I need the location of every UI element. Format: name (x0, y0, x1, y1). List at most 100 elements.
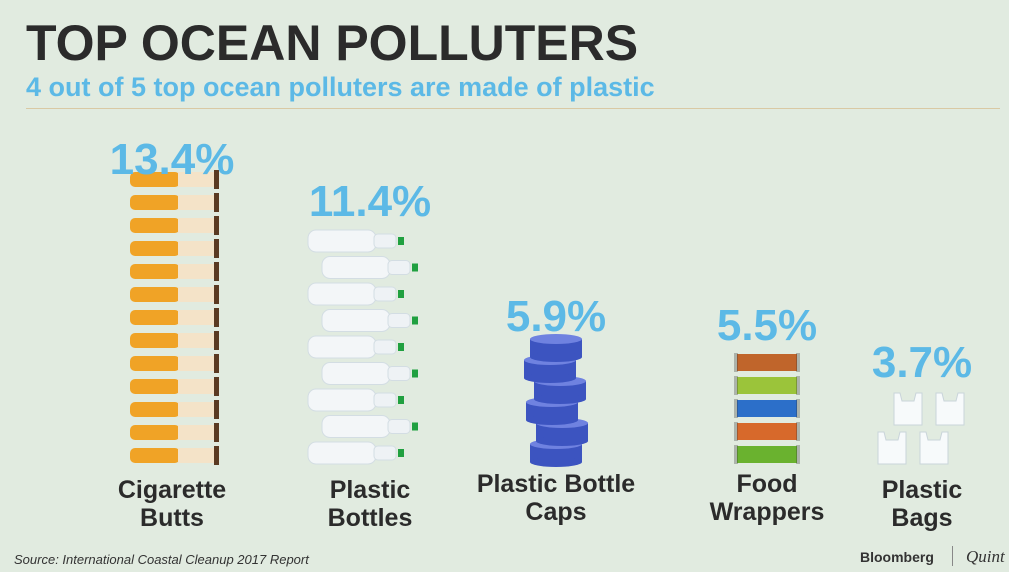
icon (307, 229, 377, 253)
icon (130, 402, 180, 417)
icon (734, 399, 738, 418)
icon (130, 218, 180, 233)
icon (534, 381, 586, 399)
icon (130, 172, 180, 187)
icon (796, 399, 800, 418)
icon (130, 379, 180, 394)
icon (530, 444, 582, 462)
icon (214, 423, 219, 442)
icon (737, 400, 797, 417)
icon (530, 352, 582, 362)
title: TOP OCEAN POLLUTERS (26, 15, 639, 71)
icon (178, 287, 214, 302)
icon (307, 335, 377, 359)
icon (214, 354, 219, 373)
icon (178, 264, 214, 279)
value-label: 13.4% (109, 134, 235, 184)
icon (373, 339, 397, 355)
icon (530, 457, 582, 467)
icon (398, 449, 404, 457)
icon (178, 356, 214, 371)
icon (321, 309, 391, 332)
icon-stack (734, 353, 800, 464)
icon (412, 369, 418, 378)
icon-stack (877, 392, 965, 465)
icon (130, 287, 180, 302)
icon (130, 425, 180, 440)
icon (130, 264, 180, 279)
value-label: 5.9% (505, 292, 607, 342)
icon (178, 218, 214, 233)
icon (321, 256, 391, 279)
icon (734, 445, 738, 464)
icon (214, 193, 219, 212)
icon (398, 396, 404, 404)
icon (178, 241, 214, 256)
icon (734, 422, 738, 441)
value-label: 11.4% (308, 176, 432, 226)
icon (321, 362, 391, 385)
icon (526, 415, 578, 425)
icon (398, 237, 404, 245)
icon (398, 290, 404, 298)
icon (214, 331, 219, 350)
icon (893, 392, 923, 426)
value-label: 5.5% (716, 300, 818, 350)
icon (214, 308, 219, 327)
icon (307, 441, 377, 465)
icon (178, 379, 214, 394)
icon (737, 354, 797, 371)
icon (130, 241, 180, 256)
icon (935, 392, 965, 426)
icon (796, 422, 800, 441)
icon (307, 282, 377, 306)
icon (178, 333, 214, 348)
brand-separator (952, 546, 953, 566)
icon (214, 170, 219, 189)
divider (26, 108, 1000, 109)
icon (530, 339, 582, 357)
icon (214, 377, 219, 396)
icon (877, 431, 907, 465)
icon (130, 310, 180, 325)
icon (734, 376, 738, 395)
icon (737, 423, 797, 440)
icon (214, 446, 219, 465)
brand: Quint (966, 547, 1005, 566)
icon (130, 356, 180, 371)
icon (387, 366, 411, 381)
icon (412, 422, 418, 431)
icon (526, 402, 578, 420)
category-label: Cigarette Butts (117, 476, 227, 532)
icon (734, 353, 738, 372)
icon (536, 423, 588, 441)
icon (387, 419, 411, 434)
icon (130, 448, 180, 463)
source: Source: International Coastal Cleanup 20… (14, 552, 309, 567)
icon (796, 376, 800, 395)
icon (178, 448, 214, 463)
subtitle: 4 out of 5 top ocean polluters are made … (26, 72, 655, 102)
icon (214, 216, 219, 235)
icon (307, 388, 377, 412)
icon-stack (307, 229, 418, 465)
icon (534, 394, 586, 404)
category-label: Food Wrappers (709, 470, 825, 526)
icon (536, 436, 588, 446)
icon (412, 263, 418, 272)
category-label: Plastic Bottle Caps (476, 470, 636, 526)
icon (214, 285, 219, 304)
icon (412, 316, 418, 325)
icon (321, 415, 391, 438)
category-label: Plastic Bottles (327, 476, 413, 532)
icon (373, 233, 397, 249)
category-label: Plastic Bags (881, 476, 963, 532)
icon (530, 334, 582, 344)
icon (178, 172, 214, 187)
icon (737, 446, 797, 463)
icon (919, 431, 949, 465)
icon (178, 195, 214, 210)
icon (214, 262, 219, 281)
